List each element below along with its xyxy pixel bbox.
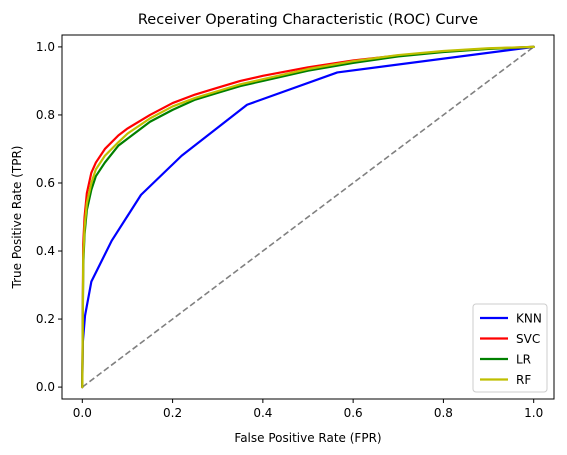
legend-label-knn: KNN <box>516 312 542 326</box>
x-tick-label: 0.0 <box>73 406 92 420</box>
chart-title: Receiver Operating Characteristic (ROC) … <box>138 12 478 28</box>
legend-label-svc: SVC <box>516 332 540 346</box>
y-tick-label: 0.2 <box>36 312 55 326</box>
x-tick-label: 0.4 <box>253 406 272 420</box>
x-tick-label: 1.0 <box>524 406 543 420</box>
x-axis-label: False Positive Rate (FPR) <box>234 431 381 445</box>
x-tick-label: 0.6 <box>344 406 363 420</box>
plot-frame <box>61 34 555 400</box>
x-axis: 0.0 0.2 0.4 0.6 0.8 1.0 <box>73 399 543 420</box>
reference-diagonal-line <box>81 46 535 388</box>
legend-label-lr: LR <box>516 353 531 367</box>
x-tick-label: 0.2 <box>163 406 182 420</box>
y-tick-label: 0.4 <box>36 244 55 258</box>
x-tick-label: 0.8 <box>434 406 453 420</box>
y-axis: 0.0 0.2 0.4 0.6 0.8 1.0 <box>36 40 62 394</box>
y-tick-label: 0.0 <box>36 380 55 394</box>
y-axis-label: True Positive Rate (TPR) <box>10 146 24 290</box>
y-tick-label: 1.0 <box>36 40 55 54</box>
legend-label-rf: RF <box>516 373 531 387</box>
y-tick-label: 0.6 <box>36 176 55 190</box>
legend: KNN SVC LR RF <box>472 303 548 393</box>
legend-box <box>472 303 548 393</box>
series-line-knn <box>81 45 535 389</box>
y-tick-label: 0.8 <box>36 108 55 122</box>
plot-area <box>81 45 535 389</box>
series-line-lr <box>81 45 535 389</box>
series-line-rf <box>81 45 535 389</box>
